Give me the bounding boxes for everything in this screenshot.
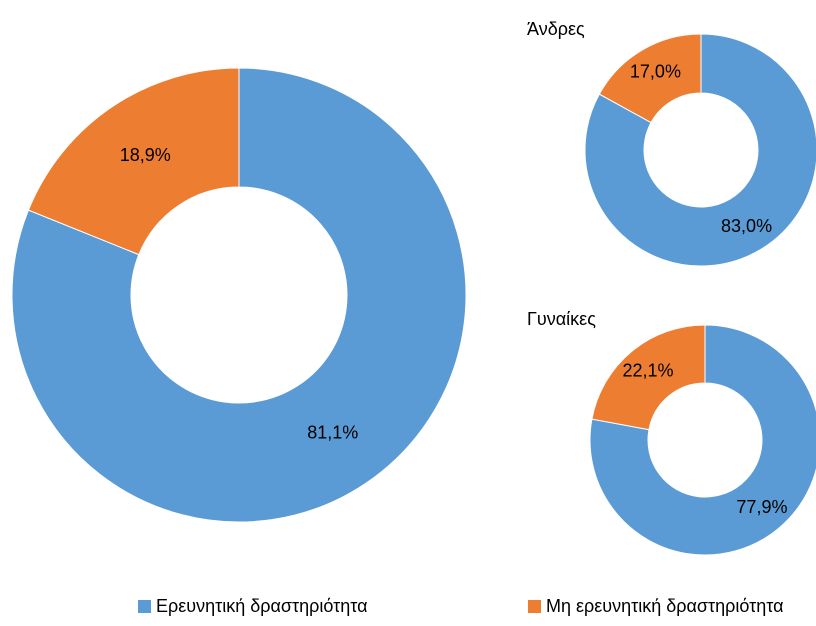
donut-slice xyxy=(27,67,240,256)
legend-swatch xyxy=(138,600,151,613)
data-label: 81,1% xyxy=(307,423,358,443)
chart-title: Γυναίκες xyxy=(527,309,596,329)
donut-slice xyxy=(584,33,816,267)
chart-title: Άνδρες xyxy=(527,19,585,39)
donut-slice xyxy=(591,324,706,431)
donut-slice xyxy=(598,33,702,124)
legend-label: Μη ερευνητική δραστηριότητα xyxy=(546,596,784,616)
data-label: 77,9% xyxy=(736,497,787,517)
legend-swatch xyxy=(528,600,541,613)
legend-label: Ερευνητική δραστηριότητα xyxy=(156,596,368,616)
donut-slice xyxy=(11,67,467,523)
data-label: 17,0% xyxy=(630,62,681,82)
data-label: 18,9% xyxy=(120,145,171,165)
data-label: 83,0% xyxy=(721,216,772,236)
data-label: 22,1% xyxy=(623,360,674,380)
donut-slice xyxy=(589,324,816,556)
